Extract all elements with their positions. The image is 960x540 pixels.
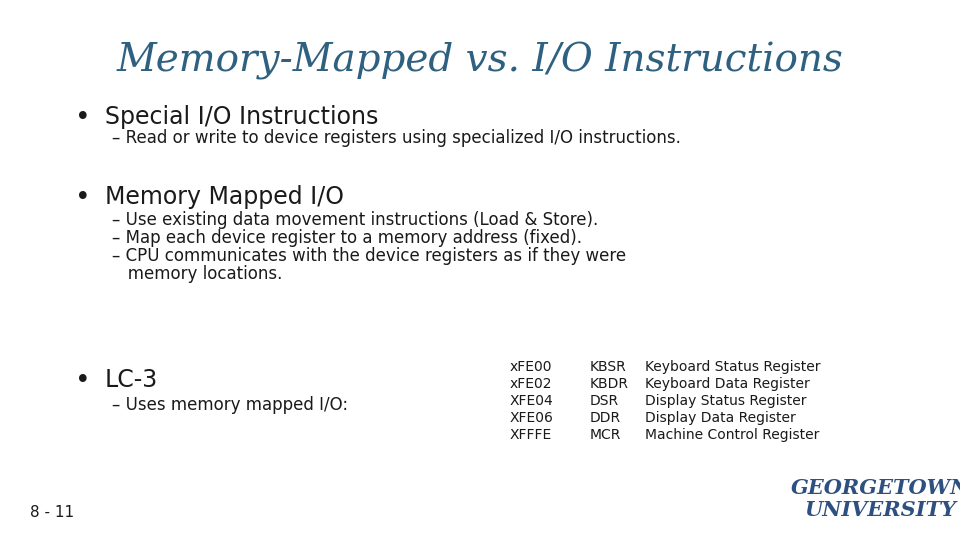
Text: UNIVERSITY: UNIVERSITY bbox=[804, 500, 956, 520]
Text: KBDR: KBDR bbox=[590, 377, 629, 391]
Text: Special I/O Instructions: Special I/O Instructions bbox=[105, 105, 378, 129]
Text: XFE04: XFE04 bbox=[510, 394, 554, 408]
Text: – CPU communicates with the device registers as if they were: – CPU communicates with the device regis… bbox=[112, 247, 626, 265]
Text: Keyboard Data Register: Keyboard Data Register bbox=[645, 377, 809, 391]
Text: •: • bbox=[75, 185, 90, 211]
Text: Keyboard Status Register: Keyboard Status Register bbox=[645, 360, 821, 374]
Text: KBSR: KBSR bbox=[590, 360, 627, 374]
Text: XFE06: XFE06 bbox=[510, 411, 554, 425]
Text: memory locations.: memory locations. bbox=[112, 265, 282, 283]
Text: •: • bbox=[75, 368, 90, 394]
Text: xFE00: xFE00 bbox=[510, 360, 553, 374]
Text: – Uses memory mapped I/O:: – Uses memory mapped I/O: bbox=[112, 396, 348, 414]
Text: Display Data Register: Display Data Register bbox=[645, 411, 796, 425]
Text: GEORGETOWN: GEORGETOWN bbox=[790, 478, 960, 498]
Text: – Read or write to device registers using specialized I/O instructions.: – Read or write to device registers usin… bbox=[112, 129, 681, 147]
Text: •: • bbox=[75, 105, 90, 131]
Text: Memory Mapped I/O: Memory Mapped I/O bbox=[105, 185, 344, 209]
Text: Display Status Register: Display Status Register bbox=[645, 394, 806, 408]
Text: 8 - 11: 8 - 11 bbox=[30, 505, 74, 520]
Text: DSR: DSR bbox=[590, 394, 619, 408]
Text: – Use existing data movement instructions (Load & Store).: – Use existing data movement instruction… bbox=[112, 211, 598, 229]
Text: xFE02: xFE02 bbox=[510, 377, 553, 391]
Text: LC-3: LC-3 bbox=[105, 368, 158, 392]
Text: XFFFE: XFFFE bbox=[510, 428, 552, 442]
Text: – Map each device register to a memory address (fixed).: – Map each device register to a memory a… bbox=[112, 229, 582, 247]
Text: Memory-Mapped vs. I/O Instructions: Memory-Mapped vs. I/O Instructions bbox=[116, 42, 844, 80]
Text: DDR: DDR bbox=[590, 411, 621, 425]
Text: Machine Control Register: Machine Control Register bbox=[645, 428, 820, 442]
Text: MCR: MCR bbox=[590, 428, 621, 442]
